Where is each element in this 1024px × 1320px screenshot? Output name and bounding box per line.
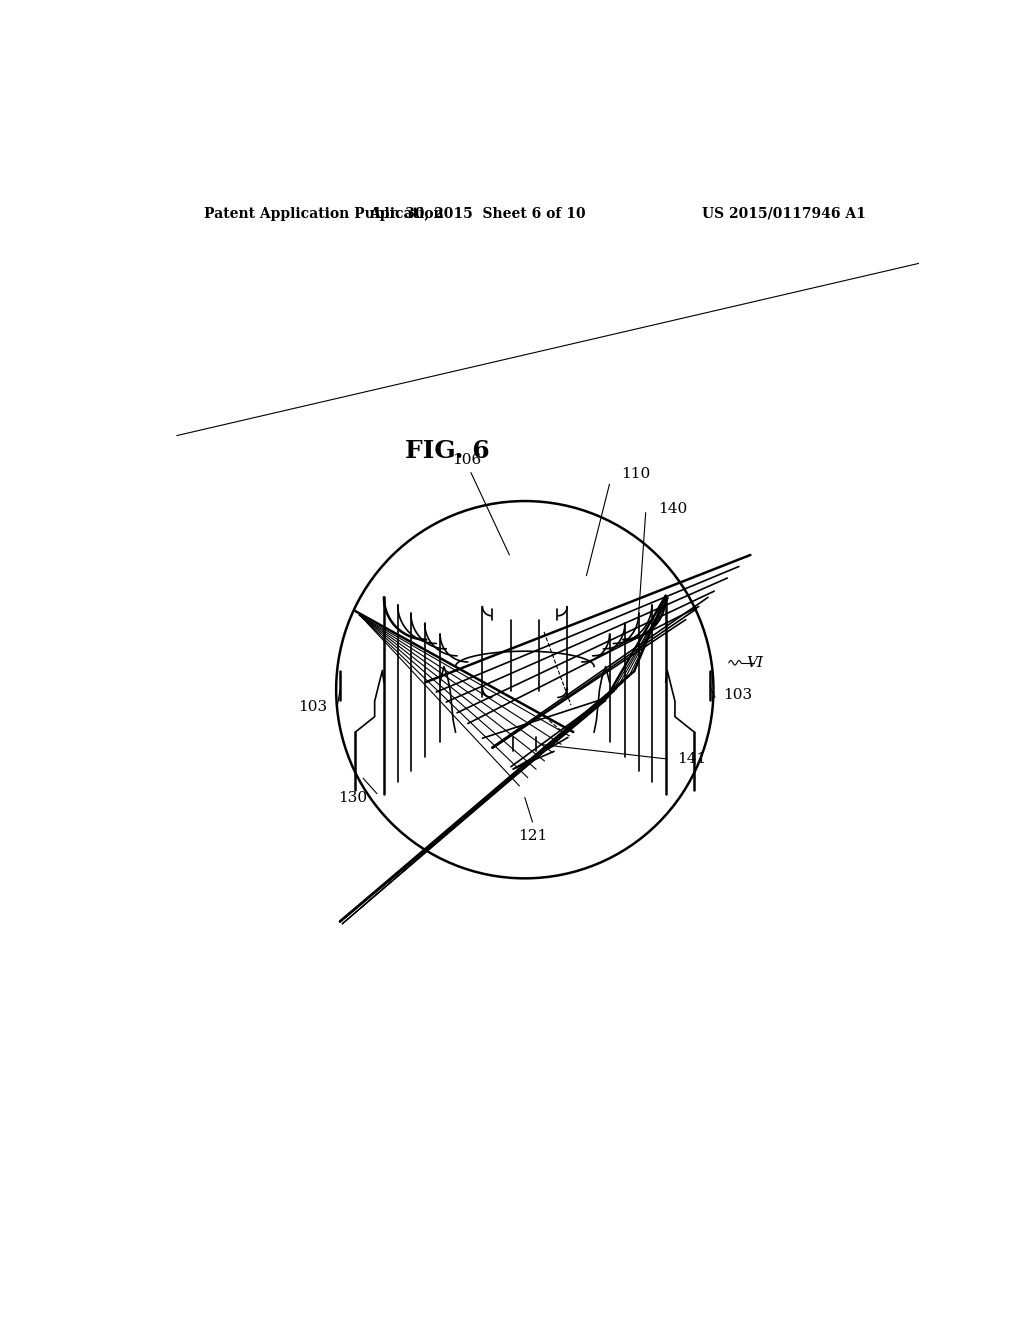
Text: FIG. 6: FIG. 6 [406,440,490,463]
Text: 141: 141 [677,752,707,766]
Text: 106: 106 [453,453,481,467]
Text: 103: 103 [298,700,327,714]
Text: 103: 103 [723,688,752,702]
Text: VI: VI [745,656,763,669]
Text: 130: 130 [338,791,367,804]
Text: Patent Application Publication: Patent Application Publication [204,207,443,220]
Text: 140: 140 [658,502,687,516]
Text: 121: 121 [518,829,547,843]
Text: Apr. 30, 2015  Sheet 6 of 10: Apr. 30, 2015 Sheet 6 of 10 [369,207,586,220]
Text: US 2015/0117946 A1: US 2015/0117946 A1 [701,207,865,220]
Text: 110: 110 [621,467,650,480]
